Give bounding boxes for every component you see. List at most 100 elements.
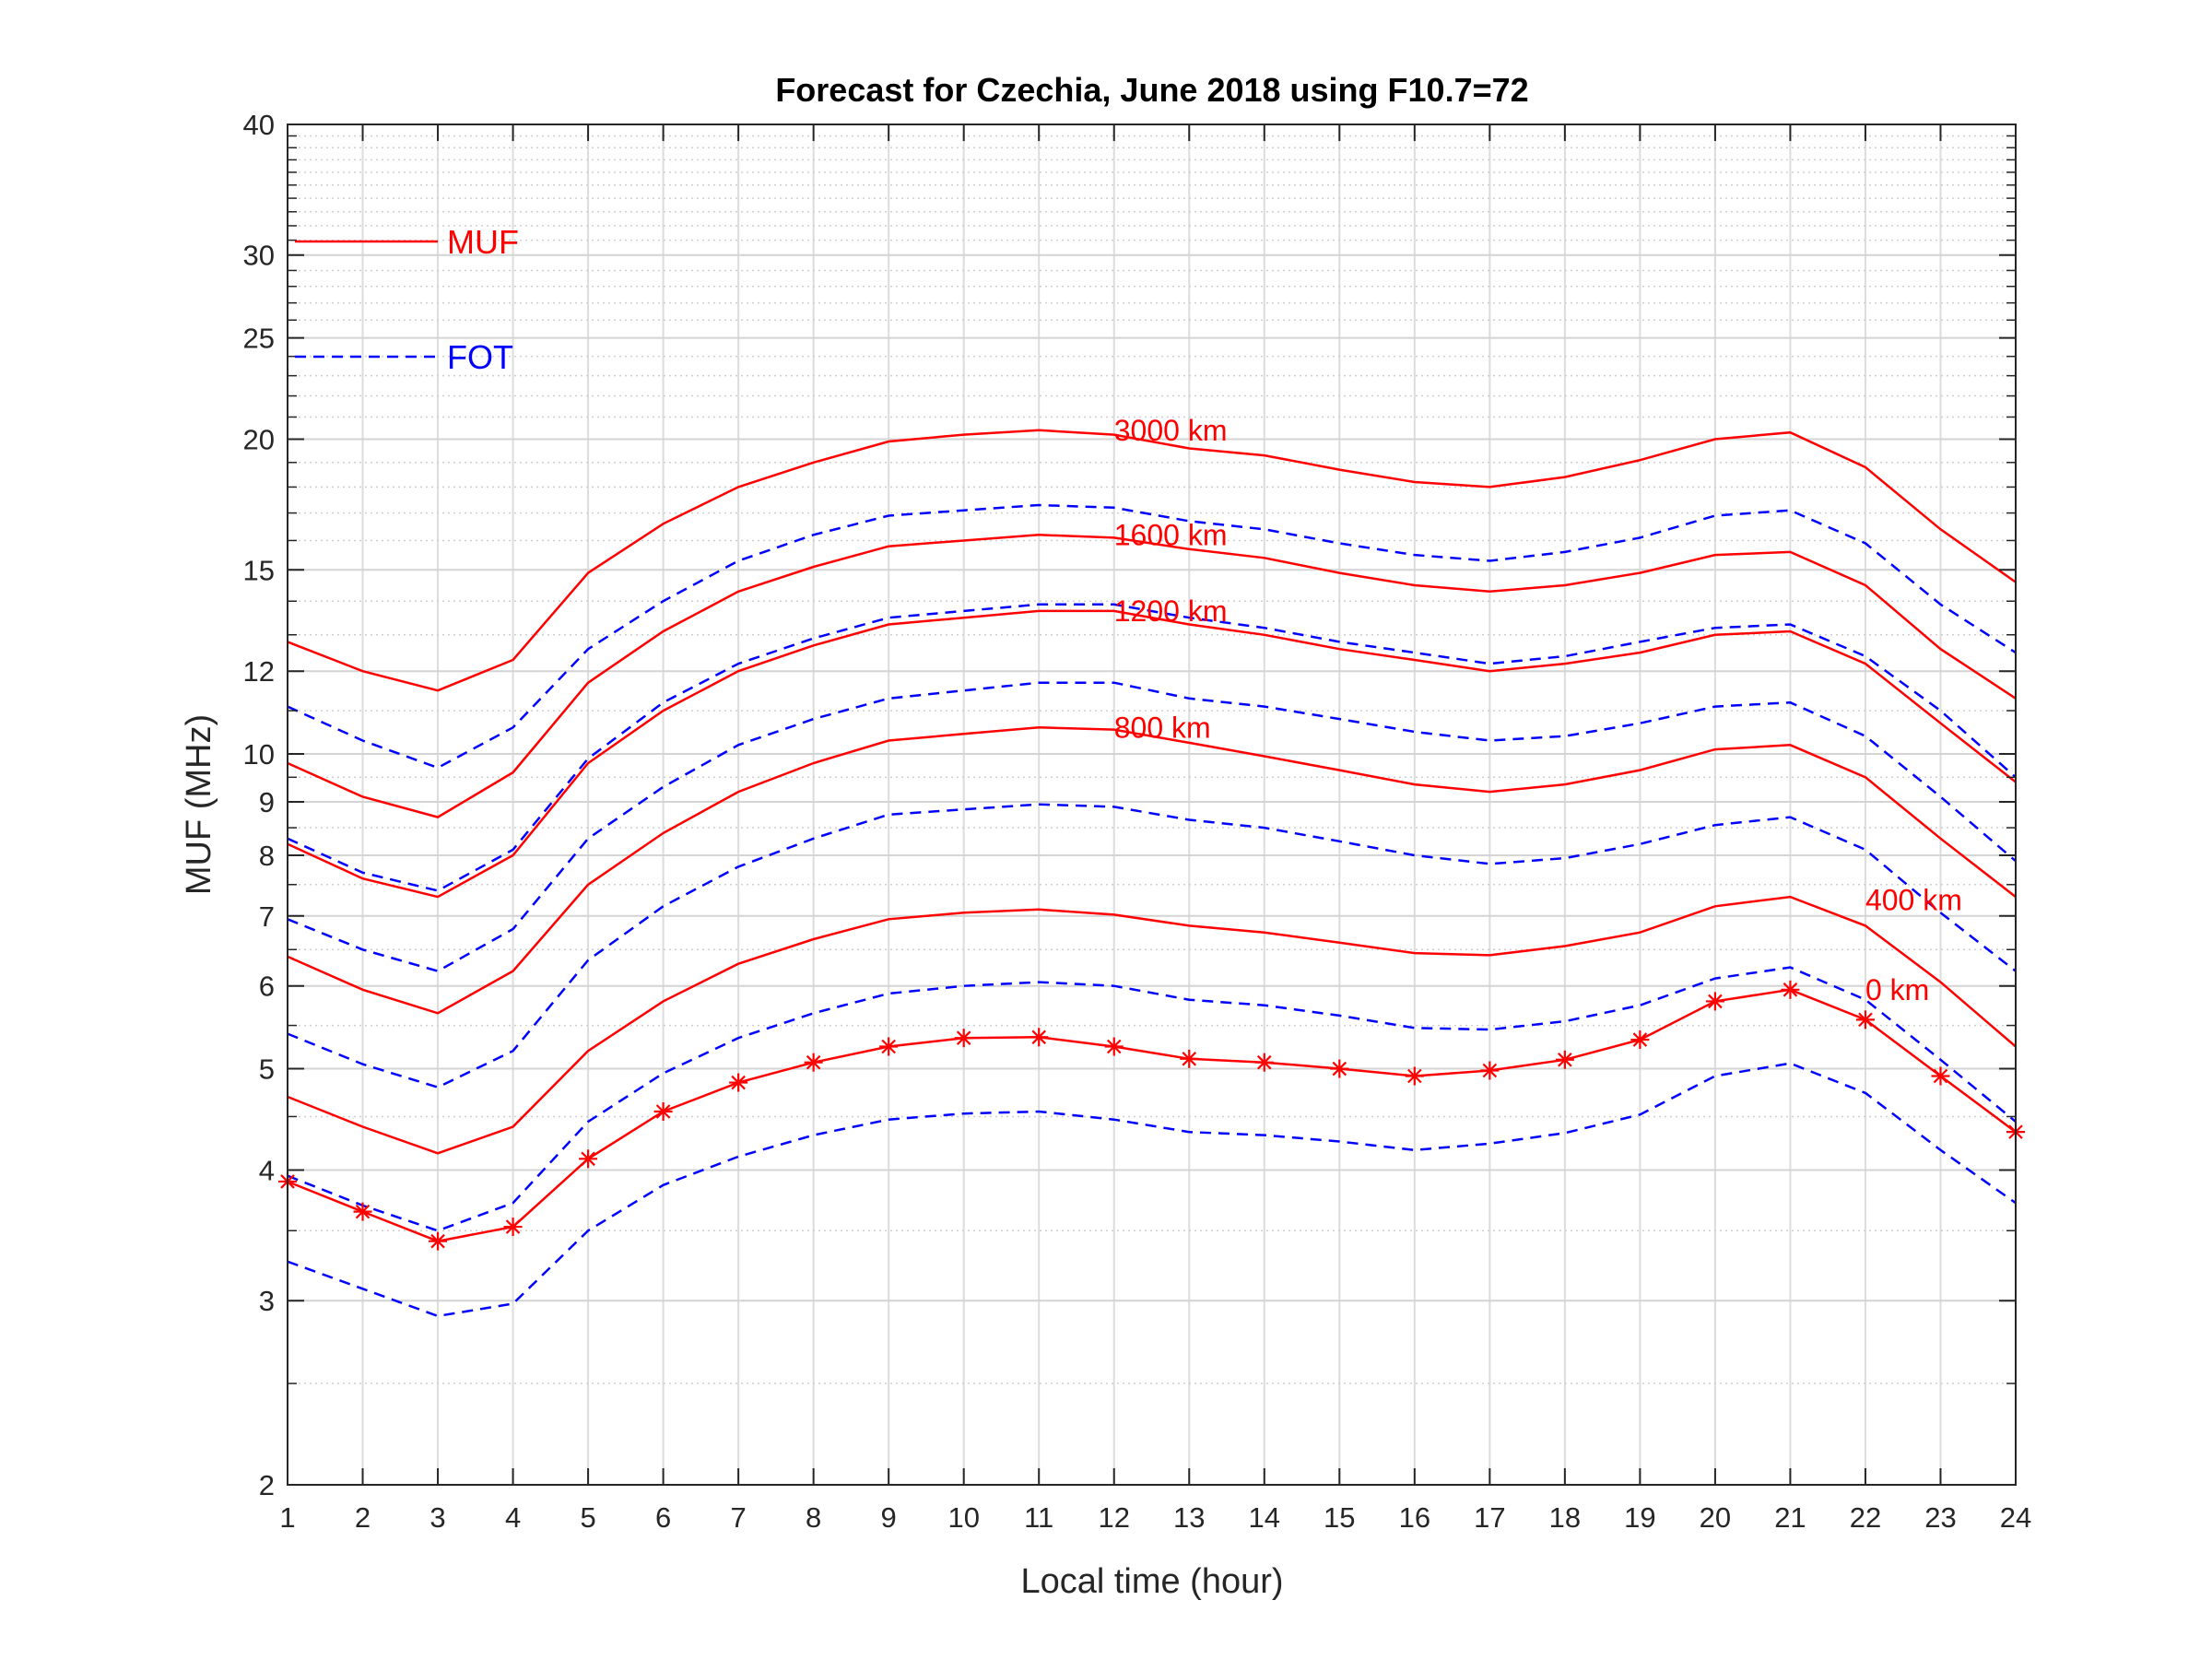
y-tick-label: 7 xyxy=(259,900,275,933)
y-tick-label: 10 xyxy=(243,738,275,771)
x-tick-label: 20 xyxy=(1700,1501,1731,1534)
x-tick-label: 19 xyxy=(1624,1501,1655,1534)
data-point-marker xyxy=(1030,1028,1049,1047)
muf-line-800-km xyxy=(287,726,2017,1015)
x-tick-label: 12 xyxy=(1098,1501,1129,1534)
marker-stroke xyxy=(1031,1030,1046,1045)
x-tick-label: 15 xyxy=(1324,1501,1355,1534)
fot-line-6 xyxy=(287,1062,2017,1318)
data-point-marker xyxy=(429,1231,448,1251)
marker-stroke xyxy=(1106,1039,1122,1054)
marker-stroke xyxy=(1332,1061,1347,1077)
x-tick-labels: 1 2 3 4 5 6 7 8 9 10 11 12 13 14 15 16 17 18 19 20 21 22 23 24 xyxy=(279,1501,2031,1534)
series-label: 0 km xyxy=(1865,973,1929,1006)
x-axis-label: Local time (hour) xyxy=(1020,1562,1283,1601)
x-tick-label: 9 xyxy=(881,1501,897,1534)
data-point-marker xyxy=(1104,1037,1124,1056)
y-tick-label: 5 xyxy=(259,1053,275,1086)
x-tick-label: 6 xyxy=(655,1501,671,1534)
x-tick-label: 14 xyxy=(1249,1501,1280,1534)
x-tick-label: 1 xyxy=(279,1501,295,1534)
series-label: 1200 km xyxy=(1114,594,1228,628)
x-tick-label: 22 xyxy=(1850,1501,1881,1534)
marker-stroke xyxy=(1407,1068,1422,1084)
x-tick-label: 16 xyxy=(1399,1501,1430,1534)
y-tick-labels: 2 3 4 5 6 7 8 9 10 12 15 20 25 30 40 xyxy=(243,109,275,1501)
x-tick-label: 7 xyxy=(731,1501,747,1534)
marker-stroke xyxy=(1632,1032,1648,1047)
x-tick-label: 13 xyxy=(1173,1501,1205,1534)
fot-line-1 xyxy=(287,503,2017,770)
fot-line-4 xyxy=(287,803,2017,1089)
muf-line-3000-km xyxy=(287,429,2017,692)
plot-frame xyxy=(287,124,2017,1486)
marker-stroke xyxy=(505,1219,521,1234)
x-tick-label: 23 xyxy=(1924,1501,1956,1534)
fot-line-2 xyxy=(287,603,2017,892)
y-tick-label: 40 xyxy=(243,109,275,141)
x-tick-label: 10 xyxy=(947,1501,979,1534)
plot-area xyxy=(288,124,2016,1485)
data-point-marker xyxy=(1630,1030,1650,1050)
x-tick-label: 2 xyxy=(355,1501,371,1534)
data-point-marker xyxy=(1855,1010,1875,1030)
y-tick-label: 12 xyxy=(243,655,275,688)
data-point-marker xyxy=(1480,1061,1500,1080)
marker-stroke xyxy=(655,1104,671,1119)
y-tick-label: 6 xyxy=(259,971,275,1003)
marker-group xyxy=(278,980,2025,1251)
marker-stroke xyxy=(1708,994,1723,1009)
muf-line-1600-km xyxy=(287,534,2017,818)
y-tick-label: 2 xyxy=(259,1469,275,1501)
data-point-marker xyxy=(879,1037,899,1056)
x-tick-label: 8 xyxy=(806,1501,821,1534)
muf-series-group xyxy=(287,429,2017,1242)
x-tick-label: 21 xyxy=(1774,1501,1806,1534)
marker-stroke xyxy=(581,1151,595,1167)
y-tick-label: 3 xyxy=(259,1285,275,1317)
data-point-marker xyxy=(804,1053,823,1072)
y-tick-label: 15 xyxy=(243,554,275,586)
series-label: 400 km xyxy=(1865,883,1962,916)
marker-stroke xyxy=(1933,1068,1948,1084)
axis-ticks xyxy=(287,124,2017,1486)
y-tick-label: 20 xyxy=(243,424,275,456)
chart-title: Forecast for Czechia, June 2018 using F1… xyxy=(775,71,1528,109)
y-tick-label: 8 xyxy=(259,840,275,872)
legend-fot-label: FOT xyxy=(447,338,513,376)
marker-stroke xyxy=(1783,982,1798,997)
data-point-marker xyxy=(1405,1066,1424,1086)
legend: MUF FOT xyxy=(295,223,519,376)
marker-stroke xyxy=(355,1204,371,1219)
y-tick-label: 30 xyxy=(243,240,275,272)
series-label: 1600 km xyxy=(1114,518,1228,551)
x-tick-label: 17 xyxy=(1474,1501,1505,1534)
data-point-marker xyxy=(1180,1049,1199,1068)
legend-muf-label: MUF xyxy=(447,223,519,261)
series-label-group: 3000 km 1600 km 1200 km 800 km 400 km 0 km xyxy=(1114,414,1962,1006)
fot-series-group xyxy=(287,503,2017,1318)
x-tick-label: 18 xyxy=(1549,1501,1581,1534)
x-tick-label: 3 xyxy=(429,1501,445,1534)
x-tick-label: 5 xyxy=(580,1501,595,1534)
y-axis-label: MUF (MHz) xyxy=(180,714,218,895)
data-point-marker xyxy=(1781,980,1800,999)
x-tick-label: 24 xyxy=(2000,1501,2031,1534)
y-tick-label: 25 xyxy=(243,323,275,355)
marker-stroke xyxy=(1182,1052,1197,1066)
data-point-marker xyxy=(353,1202,372,1221)
series-label: 3000 km xyxy=(1114,414,1228,447)
y-tick-label: 4 xyxy=(259,1154,275,1186)
data-point-marker xyxy=(1330,1059,1349,1078)
marker-stroke xyxy=(731,1075,746,1090)
data-point-marker xyxy=(954,1029,973,1048)
muf-line-400-km xyxy=(287,895,2017,1155)
minor-grid xyxy=(288,135,2016,1384)
y-tick-label: 9 xyxy=(259,786,275,818)
data-point-marker xyxy=(503,1218,523,1237)
muf-line-0-km xyxy=(287,988,2017,1242)
data-point-marker xyxy=(653,1102,673,1122)
data-point-marker xyxy=(579,1149,598,1169)
data-point-marker xyxy=(1555,1050,1574,1069)
